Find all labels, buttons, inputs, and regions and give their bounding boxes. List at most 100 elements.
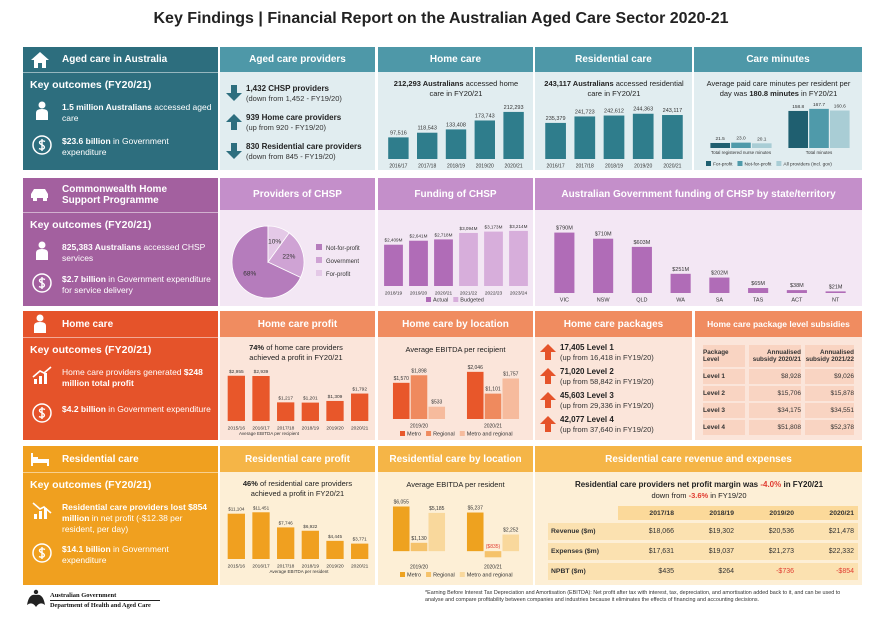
icon-circle [32, 402, 52, 423]
legend-swatch [776, 161, 782, 166]
data-label: 160.6 [834, 104, 846, 110]
bar-chart: Total registered nurse minutes 21.5 23.0 20… [706, 102, 850, 168]
table-cell: Level 2 [703, 386, 745, 401]
table-header: 2017/18 [649, 509, 674, 517]
data-label: $2,046 [468, 365, 484, 371]
text: in Government expenditure [62, 543, 169, 565]
agency-name: Australian Government [50, 592, 117, 599]
icon-head [38, 101, 46, 109]
icon-head [36, 314, 44, 322]
icon [540, 344, 556, 360]
legend-label: Metro [407, 432, 421, 438]
icon-arrow [540, 368, 556, 384]
bar [825, 291, 846, 293]
data-label: 23.0 [736, 136, 746, 142]
bar [484, 231, 503, 286]
table-cell: $51,808 [749, 420, 801, 435]
text: in FY20/21 [798, 89, 838, 98]
data-label: $533 [431, 400, 442, 406]
text: Home care providers generated [62, 367, 184, 377]
table-cell: $15,706 [749, 386, 801, 401]
data-label: $790M [556, 226, 573, 232]
bar-chart: 2019/20 $1,570$1,898 $533 2020/21 $2,046 $1,1… [392, 365, 520, 438]
header-text: Providers of CHSP [253, 188, 342, 200]
item-detail: (up from 58,842 in FY19/20) [560, 377, 654, 386]
table-cell: $435 [658, 568, 674, 575]
bar [662, 115, 683, 159]
table-cell: $34,175 [749, 403, 801, 418]
data-label: $5,237 [468, 506, 484, 512]
legend-swatch [400, 572, 405, 577]
header-text: Home care packages [563, 318, 664, 330]
side-divider [23, 472, 218, 473]
x-tick-label: TAS [753, 297, 764, 303]
bar [830, 110, 850, 148]
x-tick-label: 2018/19 [447, 163, 465, 169]
icon [32, 273, 52, 293]
headline: 46% of residential care providers achiev… [230, 479, 365, 499]
agency-rule [50, 600, 160, 601]
icon-arrow [540, 392, 556, 408]
legend-swatch [400, 431, 405, 436]
icon-head [38, 241, 46, 249]
table-cell: $15,878 [805, 386, 854, 401]
header-bar [220, 178, 375, 210]
legend-swatch [737, 161, 743, 166]
table-header: 2018/19 [709, 509, 734, 517]
x-tick-label: WA [676, 297, 685, 303]
legend-swatch [426, 297, 431, 302]
legend-label: Metro [407, 573, 421, 579]
icon-bars [34, 508, 47, 519]
item-detail: (up from 37,640 in FY19/20) [560, 425, 654, 434]
header-bar [378, 446, 533, 472]
text: Average EBITDA per resident [406, 480, 505, 489]
data-label: 167.7 [813, 102, 825, 108]
data-label: $6,922 [303, 524, 317, 529]
bar [503, 111, 524, 159]
department-name: Department of Health and Aged Care [50, 602, 151, 609]
data-label: $6,055 [394, 499, 410, 505]
bar [809, 108, 829, 148]
bar [466, 512, 484, 552]
x-tick-label: 2017/18 [418, 163, 436, 169]
table-cell: $34,551 [805, 403, 854, 418]
data-label: $1,570 [394, 376, 410, 382]
text: down from [651, 491, 689, 500]
headline: Average EBITDA per resident [383, 480, 528, 489]
x-tick-label: 2019/20 [410, 290, 428, 296]
footnote: *Earning Before Interest Tax Depreciatio… [425, 590, 841, 603]
bar [631, 246, 652, 293]
item-detail: (down from 1,452 - FY19/20) [246, 94, 342, 103]
side-divider [23, 212, 218, 213]
bar [459, 232, 478, 286]
bar [428, 512, 446, 552]
data-label: 97,516 [390, 130, 407, 136]
outcome-text: $23.6 billion in Government expenditure [62, 136, 212, 158]
data-label: $710M [595, 232, 612, 238]
item-detail: (up from 16,418 in FY19/20) [560, 353, 654, 362]
highlight-text: Residential care providers lost $854 mil… [62, 502, 208, 523]
x-tick-label: NT [832, 297, 840, 303]
icon-circle [32, 273, 52, 293]
x-tick-label: 2022/23 [485, 290, 503, 296]
outcome-text: $14.1 billion in Government expenditure [62, 544, 212, 566]
data-label: $3,214M [510, 224, 528, 229]
x-tick-label: 2018/19 [302, 563, 320, 569]
legend-swatch [426, 431, 432, 436]
bar [392, 506, 410, 552]
data-label: $1,757 [503, 372, 519, 378]
x-tick-label: Total registered nurse minutes [711, 150, 772, 155]
legend-label: Government [326, 259, 359, 265]
data-label: $1,201 [303, 396, 318, 402]
icon-arrow [226, 114, 242, 130]
bar [484, 393, 502, 419]
table-cell: $21,478 [828, 528, 854, 535]
bar [748, 288, 769, 293]
item-title: 42,077 Level 4 [560, 415, 614, 424]
icon [540, 392, 556, 408]
table-cell: $52,378 [805, 420, 854, 435]
headline: 212,293 Australians accessed home care i… [386, 79, 526, 99]
text: of home care providers achieved a profit… [249, 343, 343, 362]
outcomes-title: Key outcomes (FY20/21) [30, 79, 152, 91]
bar-chart: 2019/20 $6,055 $1,130 $5,185 2020/21 $5,237 ($… [392, 499, 520, 579]
